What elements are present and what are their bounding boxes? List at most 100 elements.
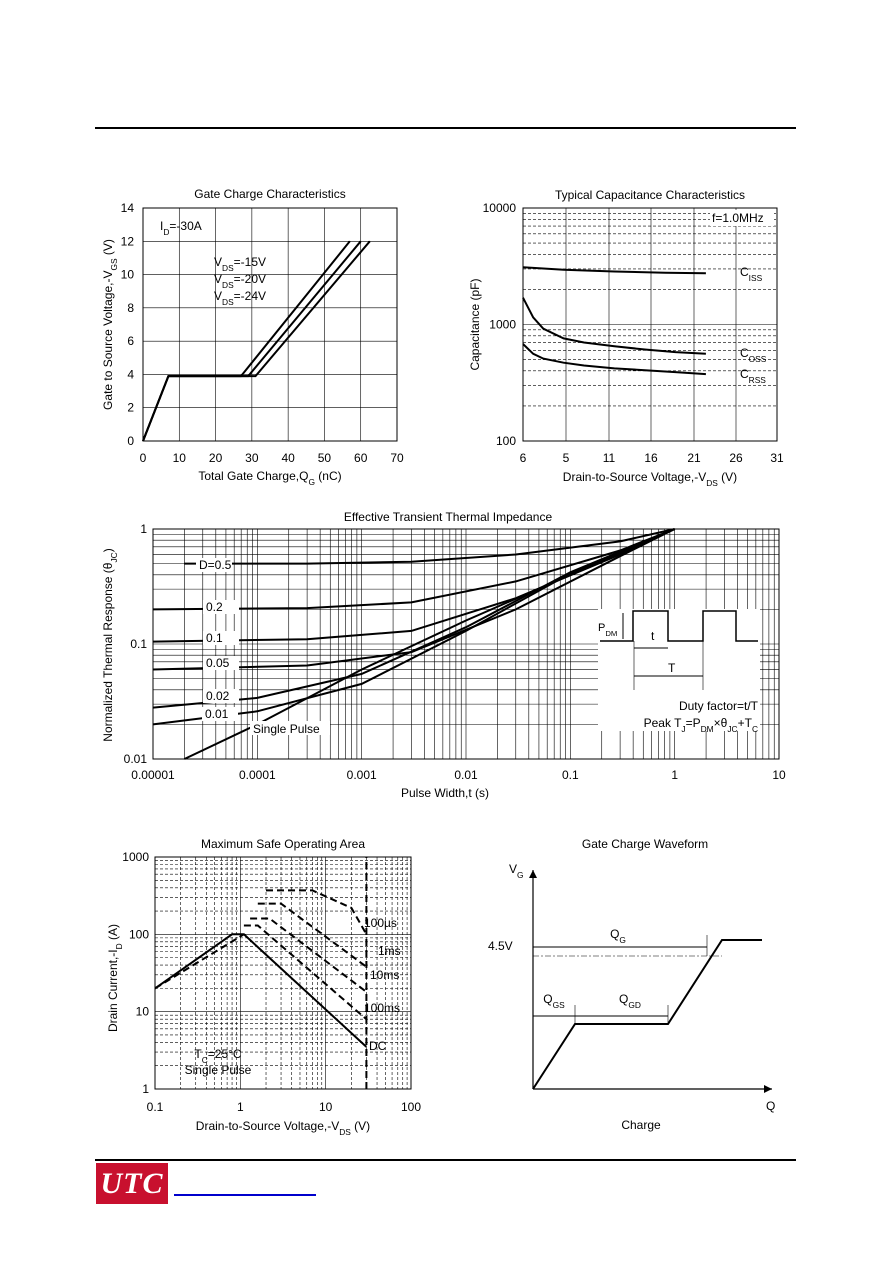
y-axis-arrow [529,870,537,878]
peak-tj-label: Peak TJ=PDM×θJC+TC [644,716,758,734]
x-tick-label: 40 [281,451,295,465]
vds-annotation: VDS=-20V [214,272,266,290]
crss-label: CRSS [740,367,766,385]
x-tick-label: 60 [354,451,368,465]
single-pulse-label: Single Pulse [185,1063,252,1077]
y-tick-label: 100 [496,434,516,448]
x-tick-label: 0.00001 [131,768,175,782]
soa-series-label: 100µs [364,916,397,930]
qgs-label: QGS [543,992,565,1010]
x-tick-label: 0.01 [454,768,478,782]
t-label: t [651,629,655,643]
x-tick-label: 6 [520,451,527,465]
label-bg [203,689,239,703]
x-tick-label: 0.1 [147,1100,164,1114]
soa-line [257,902,367,968]
ciss-label: CISS [740,265,763,283]
header-rule [95,127,796,129]
y-axis-label: Drain Current,-ID (A) [106,924,124,1032]
gate-waveform-chart: Gate Charge Waveform VG Q 4.5V QG QGS QGD Charg… [488,837,775,1132]
vds-annotation: VDS=-15V [214,255,266,273]
x-tick-label: 30 [245,451,259,465]
thermal-response-line [152,528,676,643]
y-axis-label: Gate to Source Voltage,-VGS (V) [101,239,119,410]
thermal-response-line [152,528,676,671]
series-label: 0.1 [206,631,223,645]
x-tick-label: 10 [772,768,786,782]
footer-link-underline[interactable] [174,1194,316,1196]
y-tick-label: 0 [127,434,134,448]
plot-frame [522,207,778,442]
series-label: 0.02 [206,689,230,703]
label-bg [203,656,239,670]
capacitance-line [522,266,706,275]
y-tick-label: 10 [121,268,135,282]
label-bg [250,721,330,735]
q-label: Q [766,1099,775,1113]
annotation-box [710,210,774,226]
x-axis-arrow [764,1085,772,1093]
x-tick-label: 26 [729,451,743,465]
utc-logo: UTC [96,1163,168,1204]
soa-series-label: 1ms [378,944,401,958]
x-tick-label: 5 [563,451,570,465]
chart-title: Maximum Safe Operating Area [201,837,365,851]
coss-label: COSS [740,346,767,364]
y-tick-label: 2 [127,401,134,415]
footer-rule [95,1159,796,1161]
gate-charge-line [142,240,371,442]
x-axis-label: Pulse Width,t (s) [401,786,489,800]
x-tick-label: 20 [209,451,223,465]
y-axis-label: Capacitance (pF) [468,278,482,370]
x-tick-label: 0.1 [562,768,579,782]
waveform-line [532,939,762,1090]
chart-title: Gate Charge Characteristics [194,187,345,201]
plot-frame [152,528,780,760]
y-tick-label: 8 [127,301,134,315]
x-tick-label: 0 [140,451,147,465]
thermal-response-line [152,528,676,709]
x-tick-label: 0.001 [347,768,377,782]
inset-box [598,609,760,731]
thermal-impedance-chart: Effective Transient Thermal Impedance 0.0… [101,510,786,800]
x-axis-label: Charge [621,1118,661,1132]
plot-frame [142,207,398,442]
label-bg [203,600,239,614]
y-tick-label: 0.1 [130,637,147,651]
y-tick-label: 4 [127,367,134,381]
vds-annotation: VDS=-24V [214,289,266,307]
x-tick-label: 70 [390,451,404,465]
period-label: T [668,661,676,675]
x-tick-label: 11 [603,451,616,465]
series-label: D=0.5 [199,558,232,572]
y-tick-label: 10000 [483,201,517,215]
thermal-response-line [183,528,676,760]
logo-text: UTC [100,1166,164,1200]
capacitance-chart: Typical Capacitance Characteristics 6 5 11 1… [468,188,784,488]
chart-title: Effective Transient Thermal Impedance [344,510,553,524]
x-tick-label: 31 [770,451,784,465]
threshold-label: 4.5V [488,939,513,953]
soa-series-label: 10ms [370,968,399,982]
y-axis-label: Normalized Thermal Response (θJC) [101,548,119,741]
x-axis-label: Drain-to-Source Voltage,-VDS (V) [196,1119,370,1137]
chart-title: Gate Charge Waveform [582,837,708,851]
label-bg [202,707,238,721]
pulse-waveform [600,610,758,642]
x-tick-label: 0.0001 [239,768,276,782]
label-bg [196,558,232,572]
plot-frame [154,856,412,1090]
id-annotation: ID=-30A [160,219,202,237]
duty-factor-label: Duty factor=t/T [679,699,759,713]
x-tick-label: 10 [319,1100,333,1114]
series-label: 0.01 [205,707,229,721]
chart-title: Typical Capacitance Characteristics [555,188,745,202]
soa-series-label: 100ms [364,1001,400,1015]
soa-line [266,889,368,935]
y-tick-label: 0.01 [124,752,148,766]
soa-line [243,924,368,1020]
x-axis-label: Drain-to-Source Voltage,-VDS (V) [563,470,737,488]
series-label: 0.05 [206,656,230,670]
